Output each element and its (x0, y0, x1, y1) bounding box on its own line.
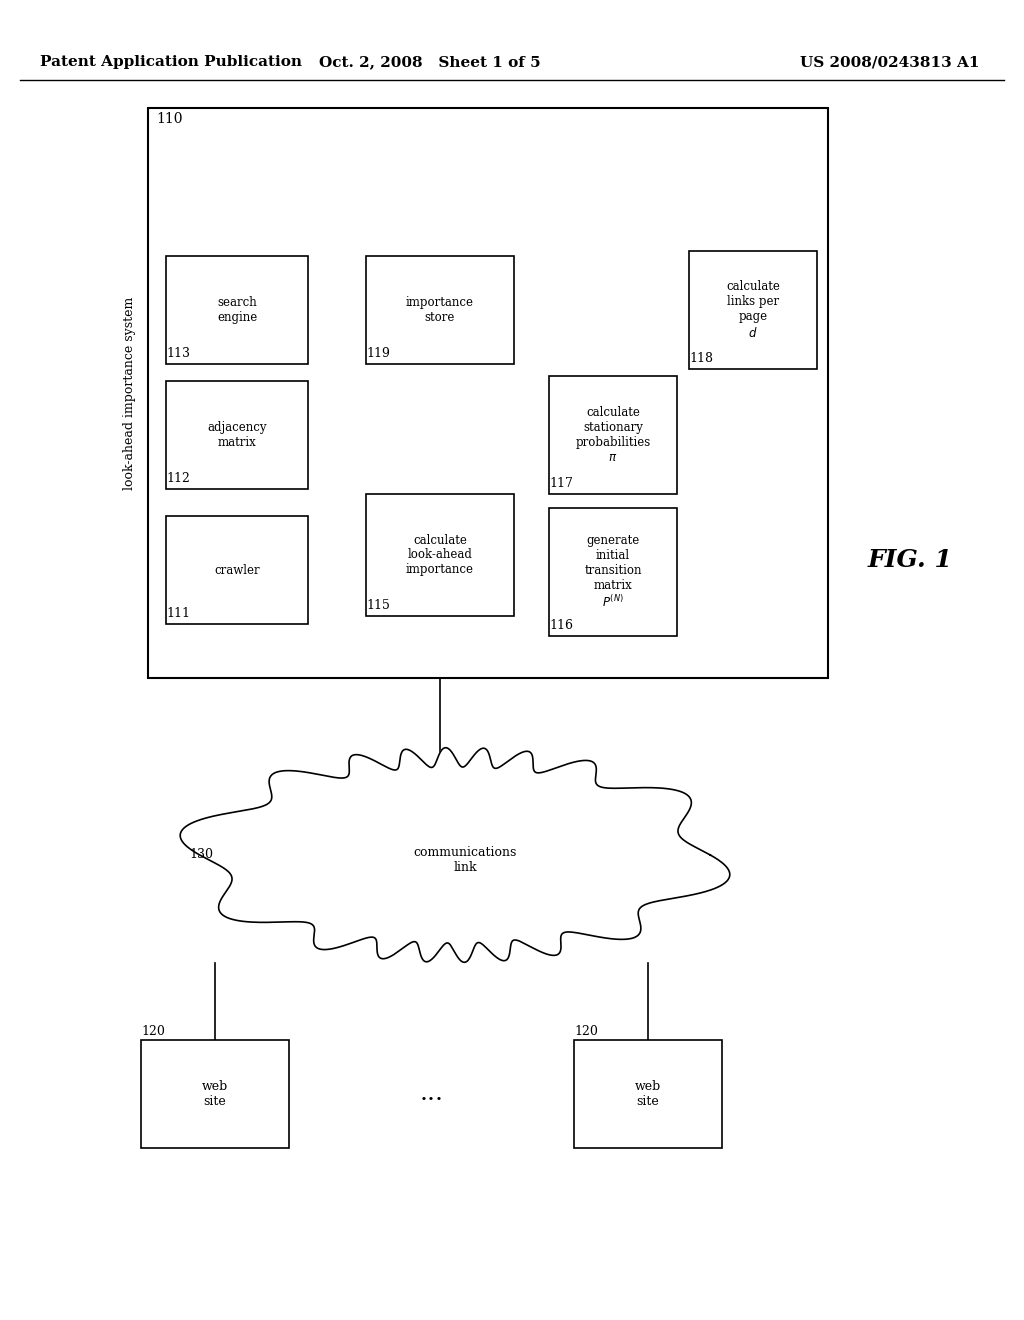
Text: calculate
look-ahead
importance: calculate look-ahead importance (406, 533, 474, 577)
Text: ...: ... (420, 1082, 443, 1106)
Text: adjacency
matrix: adjacency matrix (207, 421, 266, 449)
Text: 130: 130 (189, 849, 213, 862)
Bar (166, 381, 308, 488)
Bar (148, 108, 828, 678)
Bar (366, 494, 514, 616)
Bar (689, 251, 817, 370)
Text: search
engine: search engine (217, 296, 257, 323)
Bar (549, 376, 677, 494)
Text: Patent Application Publication: Patent Application Publication (40, 55, 302, 69)
Text: 119: 119 (366, 347, 390, 360)
Bar (141, 1040, 289, 1148)
Text: 118: 118 (689, 352, 713, 366)
Text: communications
link: communications link (414, 846, 517, 874)
Text: importance
store: importance store (406, 296, 474, 323)
Text: Oct. 2, 2008   Sheet 1 of 5: Oct. 2, 2008 Sheet 1 of 5 (319, 55, 541, 69)
Text: 120: 120 (574, 1026, 598, 1038)
Text: generate
initial
transition
matrix
$P^{(N)}$: generate initial transition matrix $P^{(… (585, 533, 642, 610)
Text: web
site: web site (635, 1080, 662, 1107)
Polygon shape (180, 747, 730, 962)
Text: 113: 113 (166, 347, 190, 360)
Bar (166, 256, 308, 364)
Text: 117: 117 (549, 477, 572, 490)
Bar (366, 256, 514, 364)
Text: FIG. 1: FIG. 1 (867, 548, 952, 572)
Text: 112: 112 (166, 473, 189, 484)
Bar (549, 508, 677, 636)
Text: calculate
links per
page
$d$: calculate links per page $d$ (726, 280, 780, 339)
Text: US 2008/0243813 A1: US 2008/0243813 A1 (801, 55, 980, 69)
Text: web
site: web site (202, 1080, 228, 1107)
Text: calculate
stationary
probabilities
$π$: calculate stationary probabilities $π$ (575, 407, 650, 465)
Text: 115: 115 (366, 599, 390, 612)
Bar (166, 516, 308, 624)
Text: 116: 116 (549, 619, 573, 632)
Bar (574, 1040, 722, 1148)
Text: 110: 110 (156, 112, 182, 125)
Text: 120: 120 (141, 1026, 165, 1038)
Text: crawler: crawler (214, 564, 260, 577)
Text: 111: 111 (166, 607, 190, 620)
Text: look-ahead importance system: look-ahead importance system (124, 297, 136, 490)
